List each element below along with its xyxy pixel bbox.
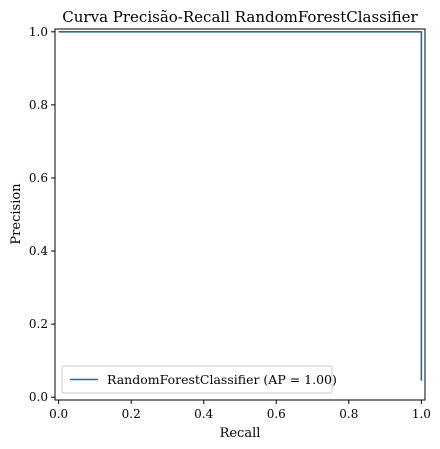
y-tick-label: 0.0 xyxy=(29,390,48,404)
x-axis-ticks: 0.0 0.2 0.4 0.6 0.8 1.0 xyxy=(49,400,431,421)
x-tick-label: 0.8 xyxy=(339,407,358,421)
legend-box xyxy=(61,365,333,394)
x-tick-label: 1.0 xyxy=(412,407,431,421)
plot-area xyxy=(55,29,425,400)
x-tick-label: 0.2 xyxy=(122,407,141,421)
y-tick-label: 1.0 xyxy=(29,25,48,39)
x-tick-label: 0.4 xyxy=(194,407,213,421)
legend-label: RandomForestClassifier (AP = 1.00) xyxy=(107,372,337,387)
y-tick-label: 0.8 xyxy=(29,98,48,112)
x-tick-label: 0.6 xyxy=(267,407,286,421)
chart-title: Curva Precisão-Recall RandomForestClassi… xyxy=(62,8,418,26)
y-axis-ticks: 0.0 0.2 0.4 0.6 0.8 1.0 xyxy=(29,25,55,404)
series-layer xyxy=(58,31,423,381)
y-axis-label: Precision xyxy=(9,183,24,245)
y-tick-label: 0.4 xyxy=(29,244,48,258)
y-tick-label: 0.2 xyxy=(29,317,48,331)
plot-frame xyxy=(54,28,426,401)
x-tick-label: 0.0 xyxy=(49,407,68,421)
y-tick-label: 0.6 xyxy=(29,171,48,185)
series-line xyxy=(58,31,423,381)
x-axis-label: Recall xyxy=(220,426,261,441)
legend: RandomForestClassifier (AP = 1.00) xyxy=(61,365,337,394)
